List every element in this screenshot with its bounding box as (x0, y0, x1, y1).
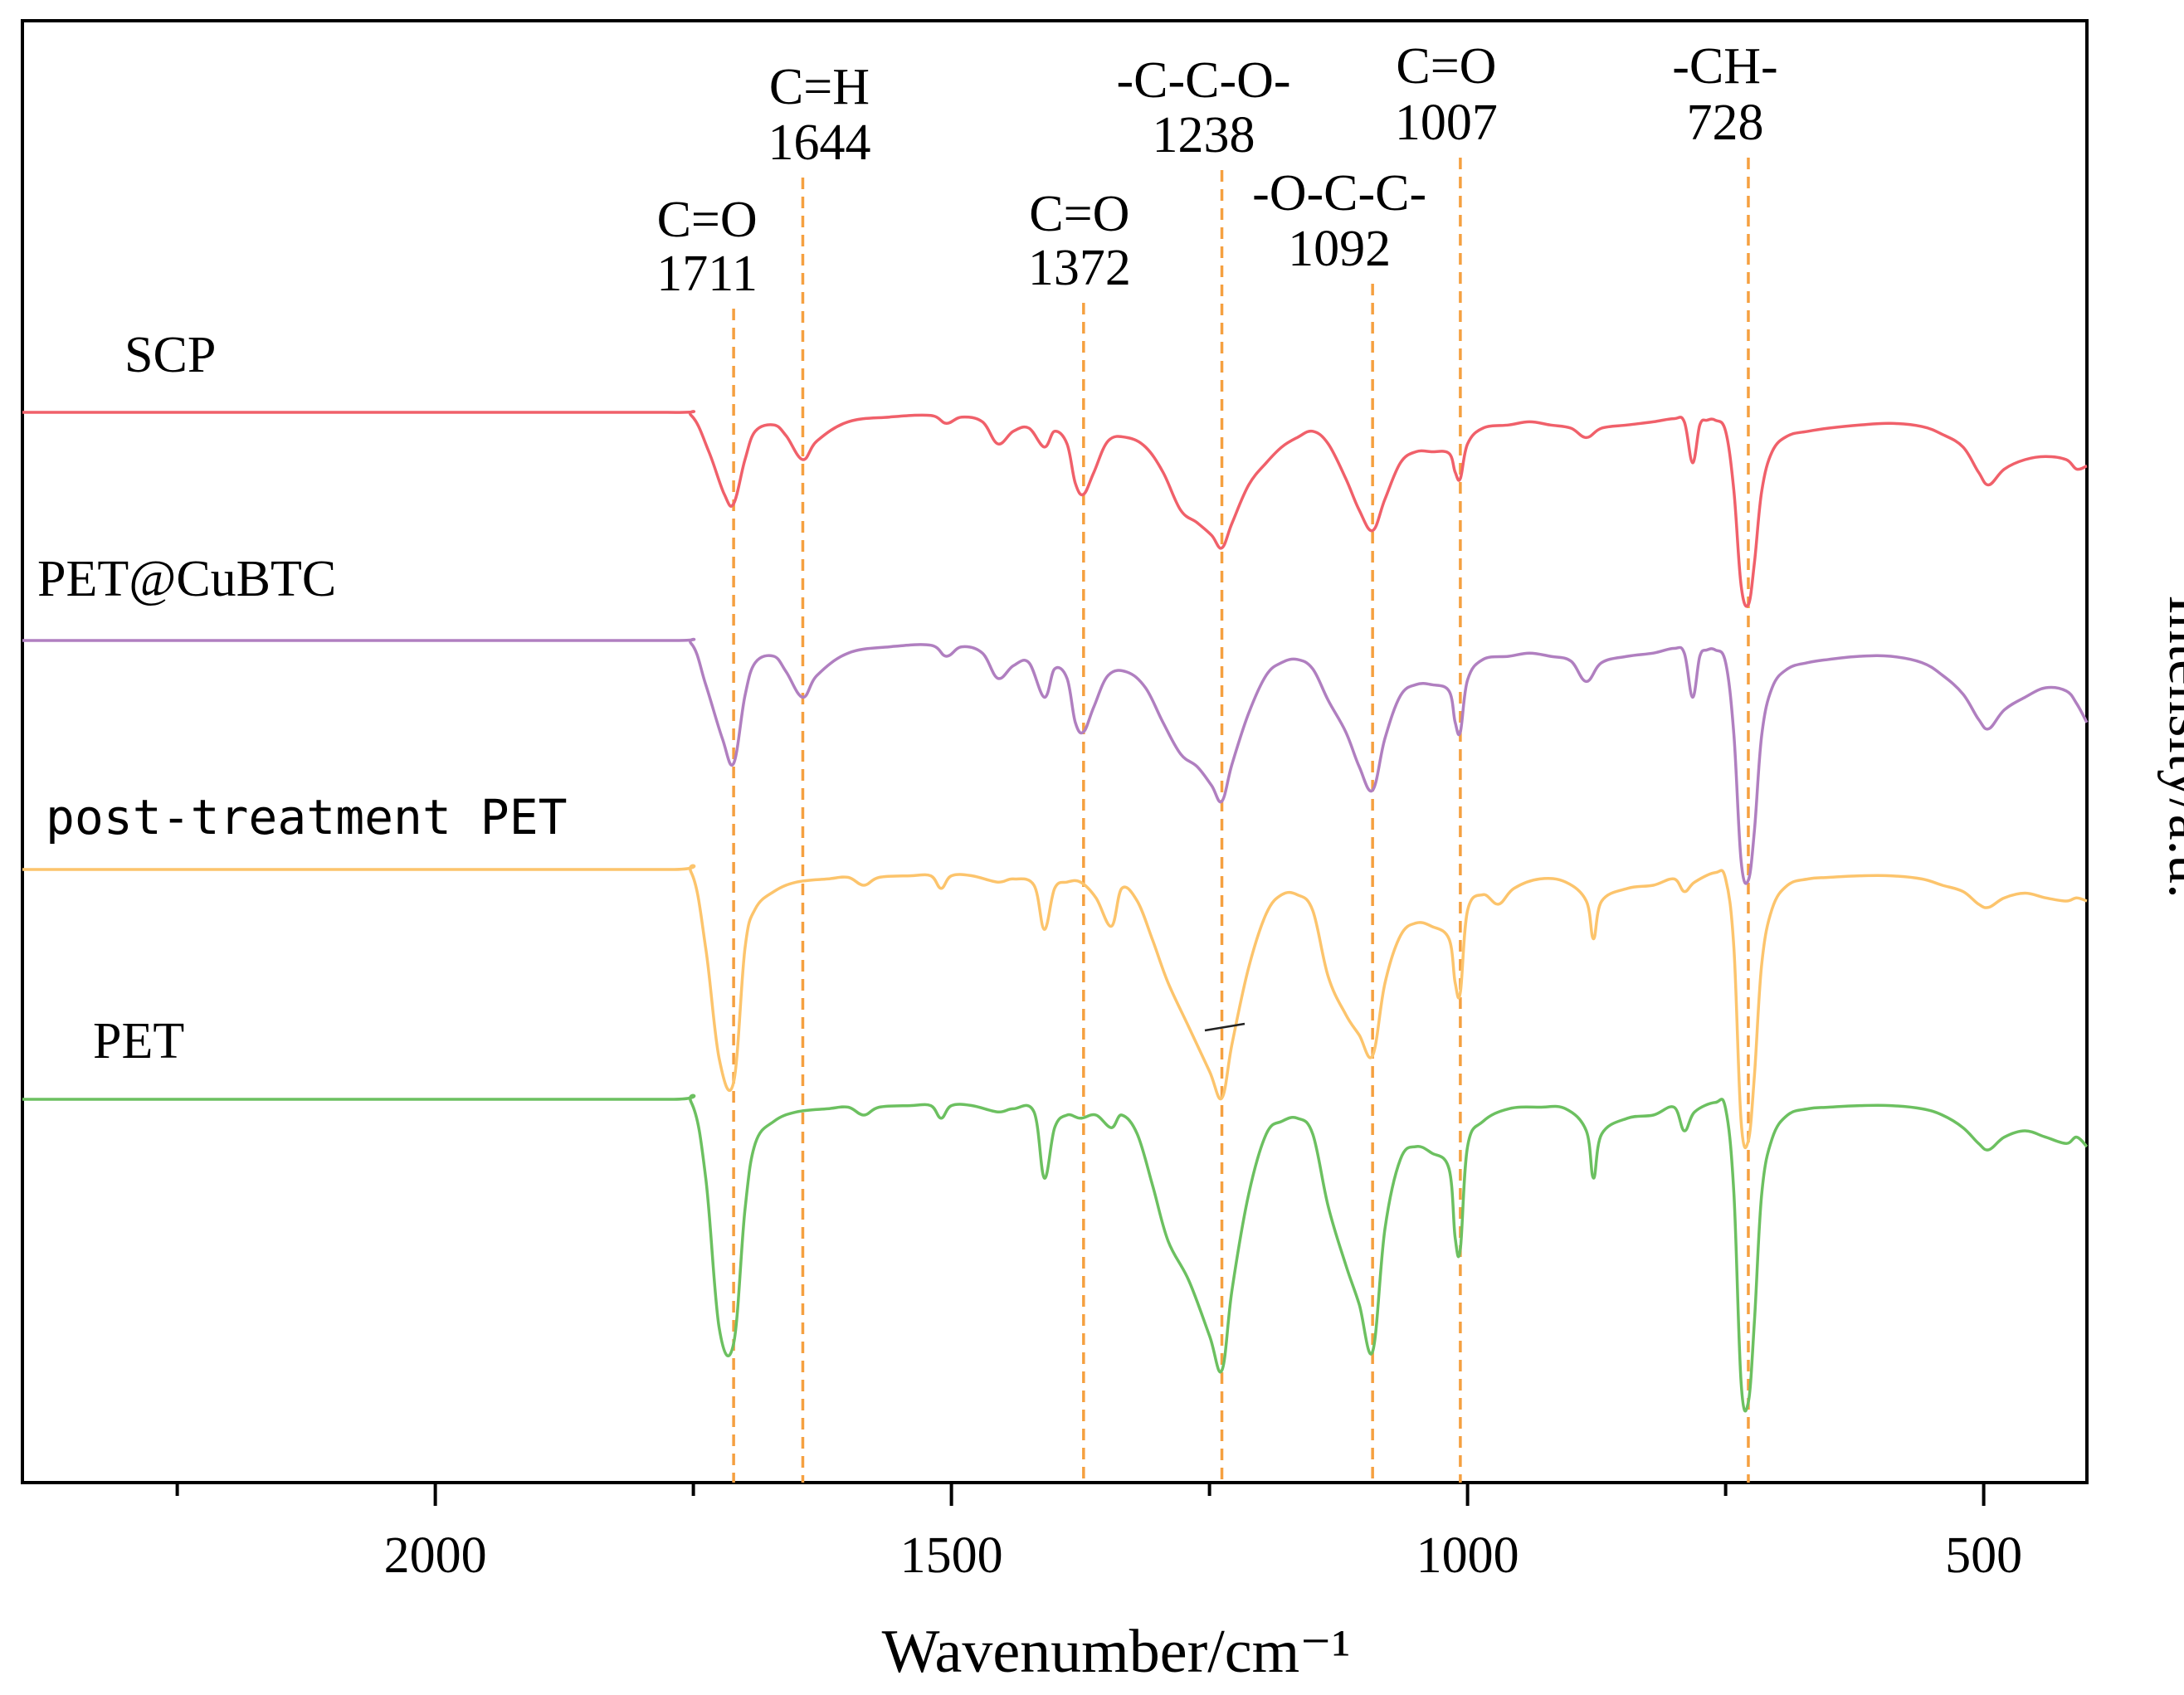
series-label-pet: PET (93, 1013, 184, 1069)
peak-annotations: C=O1711C=H1644C=O1372-C-C-O-1238-O-C-C-1… (656, 38, 1777, 302)
peak-value-label-728: 728 (1686, 95, 1763, 151)
series-label-pet-cubtc: PET@CuBTC (37, 551, 336, 607)
peak-value-label-1644: 1644 (768, 114, 870, 171)
series-line-post-treatment-pet (22, 864, 2088, 1149)
x-tick-label-2000: 2000 (384, 1527, 487, 1584)
peak-value-label-1092: 1092 (1288, 221, 1391, 277)
peak-value-label-1007: 1007 (1395, 95, 1498, 151)
x-tick-label-1500: 1500 (900, 1527, 1003, 1584)
x-axis: 2000 1500 1000 500 (175, 1483, 2022, 1584)
peak-group-label-1711: C=O (657, 192, 758, 248)
series-line-pet (22, 1093, 2089, 1413)
x-tick-label-1000: 1000 (1416, 1527, 1519, 1584)
series-label-post-treatment-pet: post-treatment PET (46, 789, 568, 845)
x-axis-title: Wavenumber/cm⁻¹ (882, 1618, 1351, 1686)
peak-value-label-1238: 1238 (1153, 107, 1255, 163)
series-line-pet-cubtc (22, 637, 2089, 885)
peak-group-label-1092: -O-C-C- (1252, 165, 1426, 222)
plot-area-frame (21, 19, 2089, 1484)
peak-group-label-1007: C=O (1396, 38, 1496, 95)
peak-value-label-1372: 1372 (1028, 240, 1131, 296)
spectrum-series (22, 410, 2089, 1413)
series-label-scp: SCP (124, 327, 216, 383)
series-labels: SCP PET@CuBTC post-treatment PET PET (37, 327, 568, 1069)
reference-lines (732, 158, 1750, 1483)
peak-group-label-1238: -C-C-O- (1116, 52, 1290, 109)
series-line-scp (22, 410, 2088, 608)
peak-group-label-1644: C=H (769, 59, 870, 115)
annotation-stray-mark (1204, 1022, 1246, 1032)
peak-value-label-1711: 1711 (656, 246, 758, 302)
peak-group-label-728: -CH- (1672, 38, 1777, 95)
peak-group-label-1372: C=O (1029, 186, 1129, 242)
y-axis-title: Intensity/a.u. (2157, 595, 2184, 898)
x-tick-label-500: 500 (1945, 1527, 2022, 1584)
